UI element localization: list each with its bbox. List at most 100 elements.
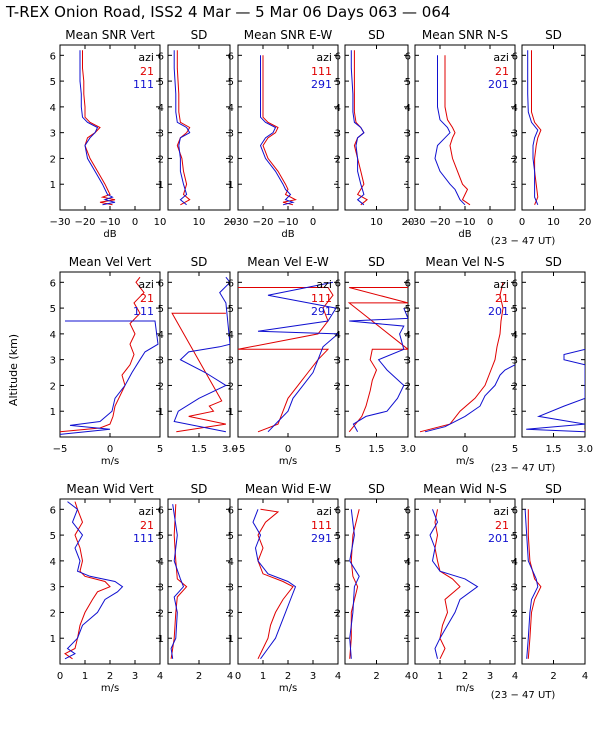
series-line-blue — [79, 50, 116, 206]
panel-snr-5: SD 1 2 3 4 5 6 0 10 20 — [512, 28, 592, 228]
panel-title: SD — [191, 482, 208, 496]
y-tick-label: 6 — [228, 278, 234, 289]
x-tick-label: 4 — [335, 671, 341, 682]
y-tick-label: 3 — [335, 356, 341, 367]
x-axis-label: m/s — [279, 456, 297, 467]
y-tick-label: 3 — [228, 356, 234, 367]
series-line-red — [82, 50, 116, 206]
y-tick-label: 1 — [158, 407, 164, 418]
series-line-blue — [349, 509, 360, 659]
panel-wid-13: SD 1 2 3 4 5 6 2 4 — [158, 482, 234, 682]
x-tick-label: 2 — [285, 671, 291, 682]
legend-entry: 291 — [311, 305, 332, 318]
x-axis-label: m/s — [101, 456, 119, 467]
y-tick-label: 4 — [335, 103, 341, 114]
x-tick-label: 2 — [550, 671, 556, 682]
x-tick-label: 1 — [260, 671, 266, 682]
series-line-red — [257, 508, 294, 660]
y-tick-label: 5 — [512, 304, 518, 315]
ut-label-row2: (23 − 47 UT) — [491, 463, 556, 474]
y-tick-label: 5 — [405, 77, 411, 88]
y-tick-label: 3 — [512, 583, 518, 594]
legend-entry: 201 — [488, 532, 509, 545]
x-tick-label: −10 — [99, 217, 120, 228]
y-tick-label: 3 — [512, 356, 518, 367]
panel-title: Mean Vel N-S — [425, 255, 504, 269]
panel-title: SD — [545, 28, 562, 42]
legend-header: azi — [138, 505, 154, 518]
series-line-blue — [527, 50, 539, 205]
plot-frame — [521, 271, 586, 438]
panel-vel-9: SD 1 2 3 4 5 6 1.5 3.0 — [335, 255, 416, 455]
y-tick-label: 3 — [228, 129, 234, 140]
x-axis-label: dB — [103, 229, 116, 240]
x-tick-label: 1.5 — [369, 444, 385, 455]
x-tick-label: 10 — [547, 217, 560, 228]
y-tick-label: 5 — [158, 531, 164, 542]
y-tick-label: 5 — [50, 77, 56, 88]
y-tick-label: 5 — [405, 531, 411, 542]
x-tick-label: 3 — [132, 671, 138, 682]
x-axis-label: dB — [458, 229, 471, 240]
x-tick-label: 0 — [235, 671, 241, 682]
x-tick-label: −10 — [454, 217, 475, 228]
y-tick-label: 1 — [158, 180, 164, 191]
series-line-red — [444, 55, 471, 206]
y-tick-label: 5 — [158, 304, 164, 315]
y-tick-label: 3 — [50, 129, 56, 140]
legend-header: azi — [493, 278, 509, 291]
y-tick-label: 5 — [158, 77, 164, 88]
y-tick-label: 6 — [228, 505, 234, 516]
y-axis-label: Altitude (km) — [7, 334, 20, 406]
plot-frame — [167, 498, 231, 665]
legend-entry: 111 — [133, 78, 154, 91]
series-line-red — [171, 312, 227, 433]
x-tick-label: 5 — [157, 444, 163, 455]
x-tick-label: 10 — [370, 217, 383, 228]
x-tick-label: 0 — [487, 217, 493, 228]
x-tick-label: 3.0 — [400, 444, 416, 455]
x-tick-label: 1 — [437, 671, 443, 682]
y-tick-label: 1 — [512, 634, 518, 645]
y-tick-label: 2 — [405, 608, 411, 619]
y-tick-label: 1 — [335, 180, 341, 191]
x-tick-label: 3 — [487, 671, 493, 682]
series-line-red — [262, 55, 297, 206]
x-tick-label: 0 — [412, 671, 418, 682]
y-tick-label: 3 — [228, 583, 234, 594]
series-line-red — [60, 276, 145, 433]
legend-entry: 291 — [311, 532, 332, 545]
panel-title: SD — [368, 28, 385, 42]
y-tick-label: 4 — [405, 557, 411, 568]
y-tick-label: 1 — [335, 407, 341, 418]
y-tick-label: 5 — [405, 304, 411, 315]
panel-wid-17: SD 1 2 3 4 5 6 2 4 — [512, 482, 589, 682]
x-tick-label: −20 — [252, 217, 273, 228]
x-tick-label: 5 — [335, 444, 341, 455]
y-tick-label: 5 — [228, 304, 234, 315]
legend-entry: 21 — [140, 292, 154, 305]
panel-title: Mean Wid E-W — [245, 482, 331, 496]
y-tick-label: 2 — [512, 381, 518, 392]
y-tick-label: 2 — [228, 381, 234, 392]
y-tick-label: 2 — [50, 381, 56, 392]
x-tick-label: −30 — [227, 217, 248, 228]
series-line-blue — [350, 50, 365, 206]
y-tick-label: 2 — [512, 608, 518, 619]
x-tick-label: 3.0 — [577, 444, 593, 455]
x-tick-label: 0 — [57, 671, 63, 682]
series-line-blue — [349, 307, 408, 433]
y-tick-label: 5 — [50, 304, 56, 315]
y-tick-label: 1 — [50, 407, 56, 418]
x-tick-label: 2 — [196, 671, 202, 682]
y-tick-label: 4 — [512, 557, 518, 568]
y-tick-label: 2 — [50, 154, 56, 165]
y-tick-label: 4 — [50, 557, 56, 568]
y-tick-label: 3 — [405, 129, 411, 140]
x-tick-label: 0 — [107, 444, 113, 455]
y-tick-label: 2 — [158, 154, 164, 165]
y-tick-label: 2 — [405, 381, 411, 392]
